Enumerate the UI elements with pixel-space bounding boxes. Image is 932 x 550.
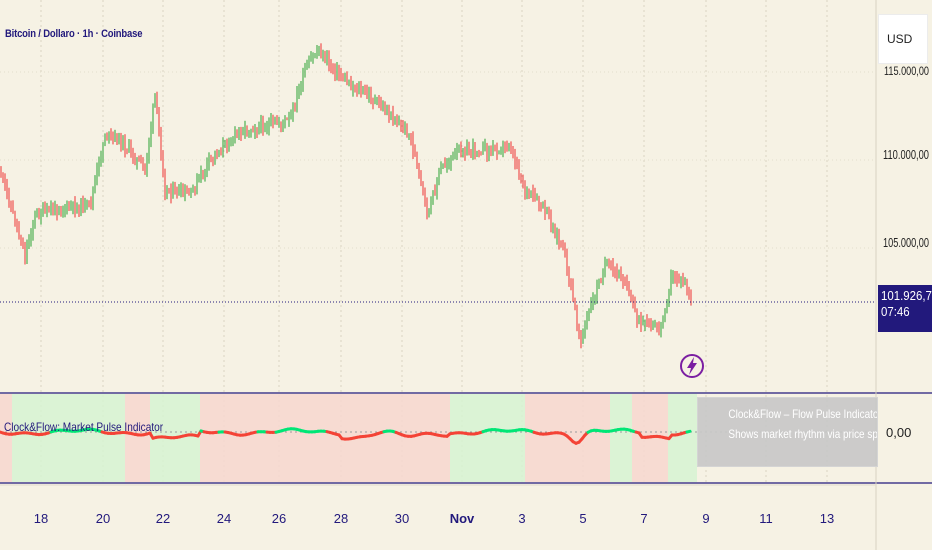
time-label: 13 [820, 511, 834, 526]
negative-zone [200, 394, 340, 482]
time-label: Nov [450, 511, 475, 526]
grid-lines [0, 0, 876, 485]
time-label: 18 [34, 511, 48, 526]
price-label-top-cut: 115.000,00 [884, 64, 929, 78]
negative-zone [400, 394, 450, 482]
indicator-name[interactable]: Clock&Flow: Market Pulse Indicator [4, 420, 164, 434]
negative-zone [575, 394, 610, 482]
time-label: 3 [518, 511, 525, 526]
bar-countdown: 07:46 [881, 304, 910, 319]
time-label: 11 [759, 511, 773, 526]
time-label: 22 [156, 511, 170, 526]
time-label: 28 [334, 511, 348, 526]
current-price-tag: 101.926,79 07:46 [878, 285, 932, 332]
time-label: 26 [272, 511, 286, 526]
pulse-segment [685, 429, 692, 434]
time-label: 5 [579, 511, 586, 526]
lightning-icon [687, 357, 697, 375]
positive-zone [610, 394, 632, 482]
price-candles[interactable] [0, 43, 692, 349]
negative-zone [525, 394, 575, 482]
time-label: 24 [217, 511, 231, 526]
info-box-description: Shows market rhythm via price speed, vol… [728, 427, 878, 441]
pulse-line [0, 427, 692, 445]
positive-zone [12, 394, 48, 482]
price-label-110000: 110.000,00 [883, 147, 929, 162]
lightning-event-marker[interactable] [680, 354, 704, 378]
time-axis[interactable]: 18 20 22 24 26 28 30 Nov 3 5 7 9 11 13 [34, 511, 834, 526]
info-box-title: Clock&Flow – Flow Pulse Indicator [728, 407, 878, 421]
currency-button[interactable]: USD [878, 14, 928, 64]
time-label: 30 [395, 511, 409, 526]
indicator-zero-label: 0,00 [886, 425, 911, 440]
time-label: 20 [96, 511, 110, 526]
positive-zone [48, 394, 125, 482]
negative-zone [125, 394, 150, 482]
time-label: 9 [702, 511, 709, 526]
positive-zone [450, 394, 525, 482]
symbol-title[interactable]: Bitcoin / Dollaro · 1h · Coinbase [5, 28, 143, 40]
negative-zone [0, 394, 12, 482]
positive-zone [668, 394, 697, 482]
time-label: 7 [640, 511, 647, 526]
price-label-105000: 105.000,00 [883, 235, 929, 250]
current-price-value: 101.926,79 [881, 288, 932, 303]
indicator-info-box: Clock&Flow – Flow Pulse Indicator Shows … [697, 397, 878, 467]
